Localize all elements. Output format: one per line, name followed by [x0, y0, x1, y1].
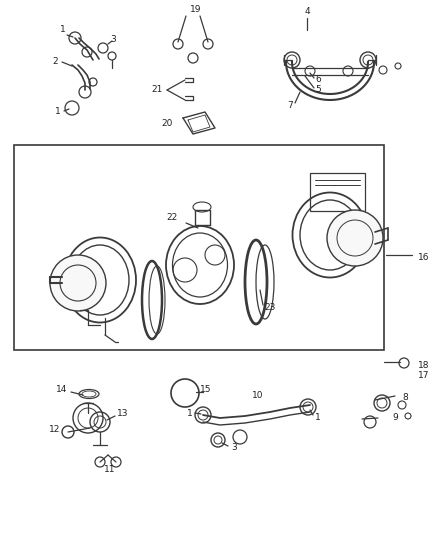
Text: 16: 16 — [418, 254, 430, 262]
Text: 8: 8 — [402, 393, 408, 402]
Text: 14: 14 — [57, 385, 68, 394]
Text: 20: 20 — [161, 119, 173, 128]
Text: 3: 3 — [110, 36, 116, 44]
Text: 1: 1 — [315, 414, 321, 423]
Bar — [14, 145, 384, 350]
Text: 12: 12 — [49, 425, 61, 434]
Text: 3: 3 — [231, 443, 237, 453]
Text: 15: 15 — [200, 385, 212, 394]
Text: 6: 6 — [315, 76, 321, 85]
Text: 22: 22 — [166, 214, 178, 222]
Text: 13: 13 — [117, 408, 129, 417]
Text: 1: 1 — [60, 26, 66, 35]
Text: 11: 11 — [104, 465, 116, 474]
Text: 19: 19 — [190, 5, 202, 14]
Text: 9: 9 — [392, 414, 398, 423]
Bar — [310, 173, 365, 211]
Text: 2: 2 — [52, 58, 58, 67]
Circle shape — [50, 255, 106, 311]
Text: 1: 1 — [187, 408, 193, 417]
Text: 10: 10 — [252, 391, 264, 400]
Text: 1: 1 — [55, 107, 61, 116]
Text: 23: 23 — [264, 303, 276, 312]
Text: 21: 21 — [151, 85, 162, 94]
Text: 5: 5 — [315, 85, 321, 94]
Text: 7: 7 — [287, 101, 293, 109]
Text: 4: 4 — [304, 7, 310, 17]
Text: 17: 17 — [418, 370, 430, 379]
Text: 18: 18 — [418, 360, 430, 369]
Circle shape — [327, 210, 383, 266]
